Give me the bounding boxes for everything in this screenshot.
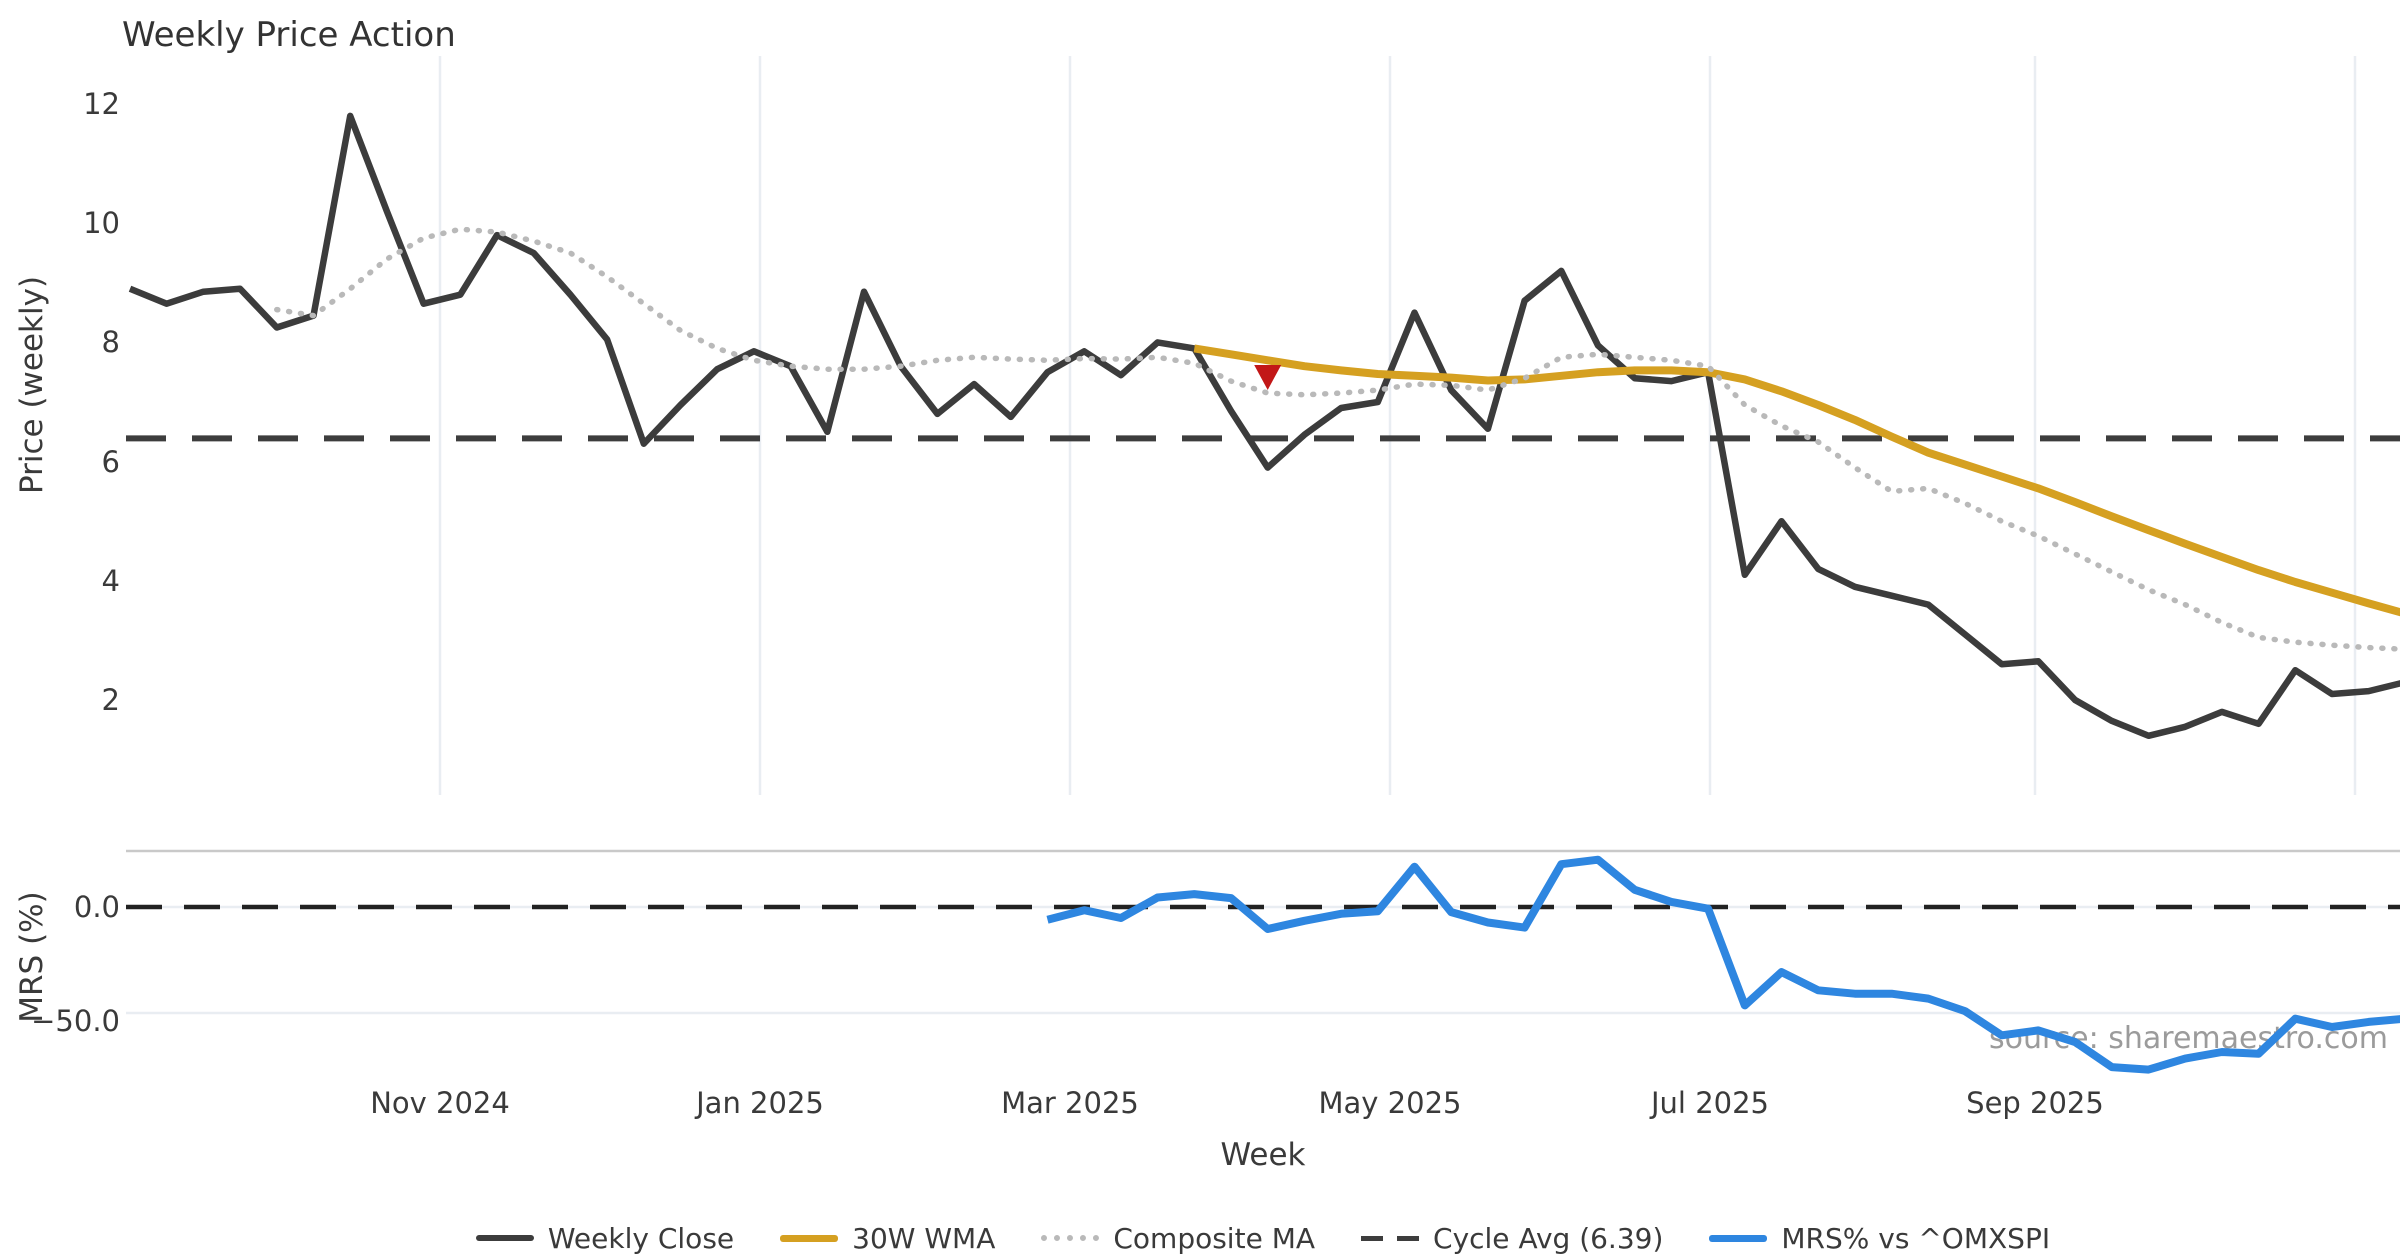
price-tick-4: 4: [102, 564, 120, 598]
x-tick-label: Jul 2025: [1649, 1086, 1769, 1120]
cycle-avg-swatch-icon: [1361, 1235, 1420, 1241]
legend-item-weekly-close: Weekly Close: [475, 1221, 735, 1255]
gridlines-layer: [126, 56, 2400, 1015]
x-tick-labels: Nov 2024 Jan 2025 Mar 2025 May 2025 Jul 2025…: [370, 1086, 2104, 1120]
price-tick-6: 6: [102, 445, 120, 479]
chart-title: Weekly Price Action: [122, 15, 456, 55]
x-tick-label: Nov 2024: [370, 1086, 510, 1120]
wma-swatch-icon: [780, 1234, 839, 1242]
x-tick-label: Mar 2025: [1001, 1086, 1139, 1120]
legend-label: MRS% vs ^OMXSPI: [1781, 1221, 2051, 1255]
mrs-vs-omxspi-line: [1046, 855, 2400, 1074]
legend-item-composite-ma: Composite MA: [1041, 1222, 1315, 1255]
sell-signal-marker-icon: [1254, 364, 1282, 390]
mrs-axis-label: MRS (%): [14, 891, 50, 1022]
legend-label: Weekly Close: [547, 1221, 735, 1255]
weekly-close-swatch-icon: [475, 1235, 534, 1241]
x-axis-label: Week: [1221, 1137, 1306, 1173]
price-y-tick-labels: 12 10 8 6 4 2: [83, 87, 120, 717]
mrs-swatch-icon: [1709, 1234, 1768, 1242]
composite-ma-line: [274, 226, 2400, 652]
legend-label: Composite MA: [1113, 1221, 1316, 1255]
price-tick-8: 8: [102, 325, 120, 359]
legend-label: 30W WMA: [852, 1221, 996, 1255]
legend-item-mrs: MRS% vs ^OMXSPI: [1709, 1222, 2050, 1255]
x-tick-label: Jan 2025: [694, 1086, 824, 1120]
price-tick-2: 2: [102, 683, 120, 717]
composite-ma-swatch-icon: [1041, 1235, 1100, 1241]
legend-label: Cycle Avg (6.39): [1433, 1221, 1664, 1255]
price-axis-label: Price (weekly): [14, 276, 50, 494]
x-tick-label: May 2025: [1319, 1086, 1462, 1120]
mrs-tick-neg50: −50.0: [31, 1004, 120, 1038]
chart-legend: Weekly Close 30W WMA Composite MA Cycle …: [126, 1216, 2400, 1260]
mrs-y-tick-labels: 0.0 −50.0: [31, 890, 120, 1038]
30w-wma-line: [1193, 344, 2400, 617]
price-tick-12: 12: [83, 87, 120, 121]
price-tick-10: 10: [83, 206, 120, 240]
legend-item-cycle-avg: Cycle Avg (6.39): [1361, 1222, 1663, 1255]
data-series-layer: [128, 112, 2400, 1074]
mrs-tick-0: 0.0: [74, 890, 120, 924]
legend-item-30w-wma: 30W WMA: [780, 1222, 995, 1255]
weekly-close-line: [128, 112, 2400, 740]
x-tick-label: Sep 2025: [1966, 1086, 2104, 1120]
